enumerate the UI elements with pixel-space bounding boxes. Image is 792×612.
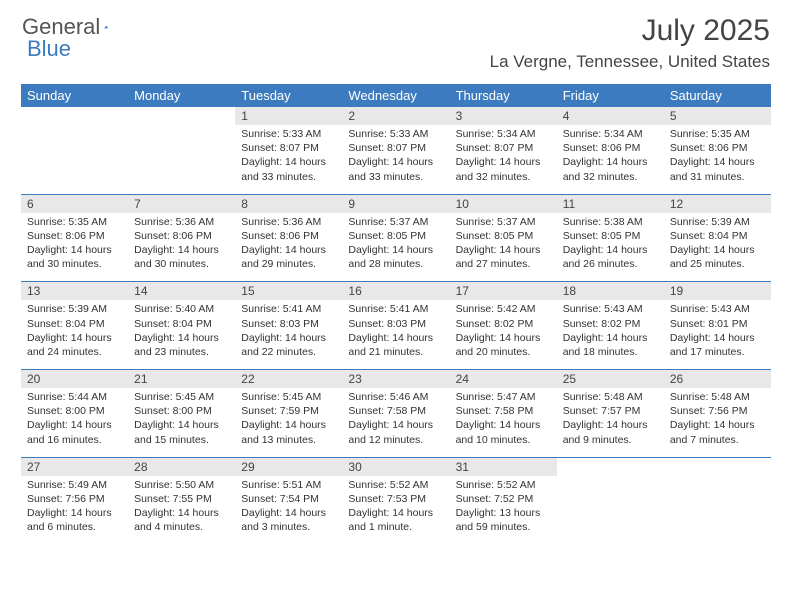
info-cell: Sunrise: 5:35 AMSunset: 8:06 PMDaylight:… bbox=[664, 125, 771, 194]
info-cell bbox=[557, 476, 664, 545]
date-cell: 29 bbox=[235, 458, 342, 476]
info-cell: Sunrise: 5:46 AMSunset: 7:58 PMDaylight:… bbox=[342, 388, 449, 457]
date-cell: 25 bbox=[557, 370, 664, 388]
day-header: Saturday bbox=[664, 84, 771, 107]
info-row: Sunrise: 5:49 AMSunset: 7:56 PMDaylight:… bbox=[21, 476, 771, 545]
info-cell bbox=[21, 125, 128, 194]
date-cell: 6 bbox=[21, 195, 128, 213]
date-cell: 5 bbox=[664, 107, 771, 125]
info-row: Sunrise: 5:44 AMSunset: 8:00 PMDaylight:… bbox=[21, 388, 771, 457]
date-cell: 30 bbox=[342, 458, 449, 476]
month-title: July 2025 bbox=[490, 14, 770, 48]
date-cell: 21 bbox=[128, 370, 235, 388]
date-cell: 14 bbox=[128, 282, 235, 300]
day-header: Tuesday bbox=[235, 84, 342, 107]
info-cell: Sunrise: 5:36 AMSunset: 8:06 PMDaylight:… bbox=[128, 213, 235, 282]
day-header-row: SundayMondayTuesdayWednesdayThursdayFrid… bbox=[21, 84, 771, 107]
date-row: 2728293031 bbox=[21, 458, 771, 476]
date-cell: 12 bbox=[664, 195, 771, 213]
info-cell: Sunrise: 5:42 AMSunset: 8:02 PMDaylight:… bbox=[450, 300, 557, 369]
info-cell: Sunrise: 5:49 AMSunset: 7:56 PMDaylight:… bbox=[21, 476, 128, 545]
date-cell bbox=[557, 458, 664, 476]
date-cell bbox=[21, 107, 128, 125]
date-cell: 28 bbox=[128, 458, 235, 476]
info-cell: Sunrise: 5:33 AMSunset: 8:07 PMDaylight:… bbox=[235, 125, 342, 194]
info-cell: Sunrise: 5:38 AMSunset: 8:05 PMDaylight:… bbox=[557, 213, 664, 282]
date-cell: 7 bbox=[128, 195, 235, 213]
info-cell: Sunrise: 5:45 AMSunset: 7:59 PMDaylight:… bbox=[235, 388, 342, 457]
date-cell: 4 bbox=[557, 107, 664, 125]
date-cell: 8 bbox=[235, 195, 342, 213]
info-cell: Sunrise: 5:34 AMSunset: 8:06 PMDaylight:… bbox=[557, 125, 664, 194]
info-cell: Sunrise: 5:47 AMSunset: 7:58 PMDaylight:… bbox=[450, 388, 557, 457]
calendar-table: SundayMondayTuesdayWednesdayThursdayFrid… bbox=[21, 84, 771, 544]
date-row: 6789101112 bbox=[21, 195, 771, 213]
info-cell: Sunrise: 5:41 AMSunset: 8:03 PMDaylight:… bbox=[235, 300, 342, 369]
info-cell: Sunrise: 5:48 AMSunset: 7:57 PMDaylight:… bbox=[557, 388, 664, 457]
info-cell: Sunrise: 5:39 AMSunset: 8:04 PMDaylight:… bbox=[21, 300, 128, 369]
date-cell: 24 bbox=[450, 370, 557, 388]
title-block: July 2025 La Vergne, Tennessee, United S… bbox=[490, 14, 770, 72]
calendar-body: 12345Sunrise: 5:33 AMSunset: 8:07 PMDayl… bbox=[21, 107, 771, 544]
logo-triangle-icon bbox=[104, 18, 108, 36]
info-cell: Sunrise: 5:51 AMSunset: 7:54 PMDaylight:… bbox=[235, 476, 342, 545]
date-cell: 17 bbox=[450, 282, 557, 300]
date-cell: 2 bbox=[342, 107, 449, 125]
date-cell: 23 bbox=[342, 370, 449, 388]
info-cell: Sunrise: 5:36 AMSunset: 8:06 PMDaylight:… bbox=[235, 213, 342, 282]
day-header: Friday bbox=[557, 84, 664, 107]
info-cell: Sunrise: 5:33 AMSunset: 8:07 PMDaylight:… bbox=[342, 125, 449, 194]
header: General July 2025 La Vergne, Tennessee, … bbox=[0, 0, 792, 76]
date-cell bbox=[128, 107, 235, 125]
info-cell: Sunrise: 5:37 AMSunset: 8:05 PMDaylight:… bbox=[450, 213, 557, 282]
info-cell: Sunrise: 5:44 AMSunset: 8:00 PMDaylight:… bbox=[21, 388, 128, 457]
day-header: Sunday bbox=[21, 84, 128, 107]
date-cell bbox=[664, 458, 771, 476]
info-row: Sunrise: 5:35 AMSunset: 8:06 PMDaylight:… bbox=[21, 213, 771, 282]
date-cell: 19 bbox=[664, 282, 771, 300]
info-cell bbox=[128, 125, 235, 194]
date-row: 12345 bbox=[21, 107, 771, 125]
location: La Vergne, Tennessee, United States bbox=[490, 52, 770, 72]
date-cell: 26 bbox=[664, 370, 771, 388]
date-row: 13141516171819 bbox=[21, 282, 771, 300]
info-cell: Sunrise: 5:41 AMSunset: 8:03 PMDaylight:… bbox=[342, 300, 449, 369]
date-cell: 27 bbox=[21, 458, 128, 476]
date-cell: 20 bbox=[21, 370, 128, 388]
info-cell: Sunrise: 5:43 AMSunset: 8:01 PMDaylight:… bbox=[664, 300, 771, 369]
date-cell: 9 bbox=[342, 195, 449, 213]
date-cell: 13 bbox=[21, 282, 128, 300]
date-row: 20212223242526 bbox=[21, 370, 771, 388]
info-cell: Sunrise: 5:34 AMSunset: 8:07 PMDaylight:… bbox=[450, 125, 557, 194]
info-row: Sunrise: 5:39 AMSunset: 8:04 PMDaylight:… bbox=[21, 300, 771, 369]
info-cell: Sunrise: 5:45 AMSunset: 8:00 PMDaylight:… bbox=[128, 388, 235, 457]
info-cell: Sunrise: 5:37 AMSunset: 8:05 PMDaylight:… bbox=[342, 213, 449, 282]
info-cell bbox=[664, 476, 771, 545]
date-cell: 1 bbox=[235, 107, 342, 125]
info-cell: Sunrise: 5:50 AMSunset: 7:55 PMDaylight:… bbox=[128, 476, 235, 545]
date-cell: 10 bbox=[450, 195, 557, 213]
info-cell: Sunrise: 5:39 AMSunset: 8:04 PMDaylight:… bbox=[664, 213, 771, 282]
date-cell: 31 bbox=[450, 458, 557, 476]
info-row: Sunrise: 5:33 AMSunset: 8:07 PMDaylight:… bbox=[21, 125, 771, 194]
logo-line2: Blue bbox=[27, 36, 71, 62]
date-cell: 16 bbox=[342, 282, 449, 300]
day-header: Monday bbox=[128, 84, 235, 107]
logo-text-b: Blue bbox=[27, 36, 71, 62]
date-cell: 22 bbox=[235, 370, 342, 388]
date-cell: 15 bbox=[235, 282, 342, 300]
info-cell: Sunrise: 5:43 AMSunset: 8:02 PMDaylight:… bbox=[557, 300, 664, 369]
day-header: Wednesday bbox=[342, 84, 449, 107]
info-cell: Sunrise: 5:35 AMSunset: 8:06 PMDaylight:… bbox=[21, 213, 128, 282]
day-header: Thursday bbox=[450, 84, 557, 107]
info-cell: Sunrise: 5:40 AMSunset: 8:04 PMDaylight:… bbox=[128, 300, 235, 369]
date-cell: 18 bbox=[557, 282, 664, 300]
date-cell: 3 bbox=[450, 107, 557, 125]
info-cell: Sunrise: 5:52 AMSunset: 7:52 PMDaylight:… bbox=[450, 476, 557, 545]
info-cell: Sunrise: 5:48 AMSunset: 7:56 PMDaylight:… bbox=[664, 388, 771, 457]
info-cell: Sunrise: 5:52 AMSunset: 7:53 PMDaylight:… bbox=[342, 476, 449, 545]
date-cell: 11 bbox=[557, 195, 664, 213]
